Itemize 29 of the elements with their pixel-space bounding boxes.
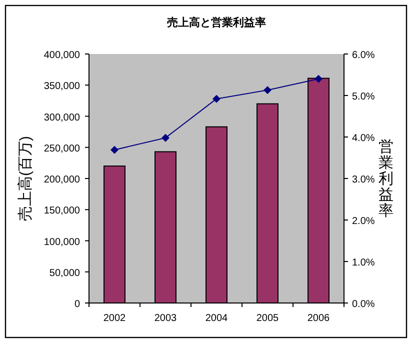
y-axis-title: 売上高(百万)	[17, 136, 34, 221]
point	[110, 146, 118, 154]
y-tick-label: 300,000	[44, 112, 80, 124]
point	[162, 134, 170, 142]
y2-tick-label: 1.0%	[352, 258, 375, 268]
x-tick-label: 2004	[205, 313, 228, 324]
y2-axis-title: 営業利益率	[378, 138, 394, 220]
y-tick-label: 100,000	[44, 236, 80, 248]
y2-tick-label: 6.0%	[352, 50, 375, 61]
x-tick-label: 2006	[307, 313, 330, 324]
point	[314, 74, 322, 83]
y-tick-label: 0	[74, 299, 80, 310]
y2-tick-label: 4.0%	[352, 133, 375, 144]
y-tick-label: 200,000	[44, 174, 80, 186]
y2-tick-label: 0.0%	[352, 299, 375, 310]
y2-tick-label: 2.0%	[352, 216, 375, 227]
chart-title: 売上高と営業利益率	[167, 16, 266, 29]
point	[212, 94, 220, 103]
y-tick-label: 50,000	[49, 268, 80, 279]
y-tick-label: 400,000	[44, 50, 80, 61]
point	[264, 86, 272, 94]
x-tick-label: 2005	[256, 313, 280, 324]
y-tick-label: 150,000	[44, 206, 80, 217]
x-tick-label: 2003	[154, 313, 178, 324]
x-tick-label: 2002	[103, 313, 126, 324]
y-tick-label: 250,000	[44, 143, 80, 154]
y2-tick-label: 3.0%	[352, 174, 375, 186]
y-tick-label: 350,000	[44, 81, 80, 92]
y2-tick-label: 5.0%	[352, 92, 375, 102]
